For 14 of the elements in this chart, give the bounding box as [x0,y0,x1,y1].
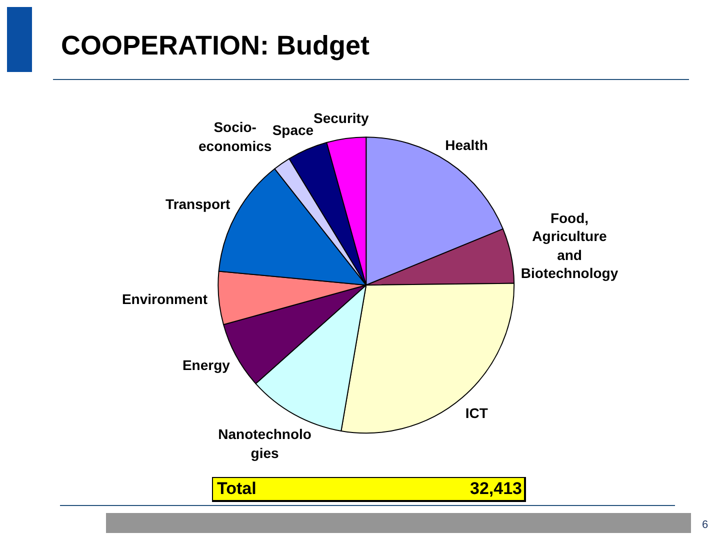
slice-label: Environment [122,290,208,309]
text: 32,413 [470,479,522,499]
slice-label: ICT [465,404,488,422]
text: 6 [702,519,708,531]
slice-label: Transport [166,194,230,214]
slice-label: Energy [182,356,230,375]
chart-title: COOPERATION: Budget [61,30,370,60]
slice-label: Health [445,136,488,154]
slice-label: Food, Agriculture and Biotechnology [520,208,618,283]
text: Total [217,479,256,499]
slice-label: Nanotechnologies [218,425,312,462]
slice-label: Security [314,108,369,128]
slice-label: Space [272,121,314,140]
slice-label: Socio-economics [198,118,272,156]
